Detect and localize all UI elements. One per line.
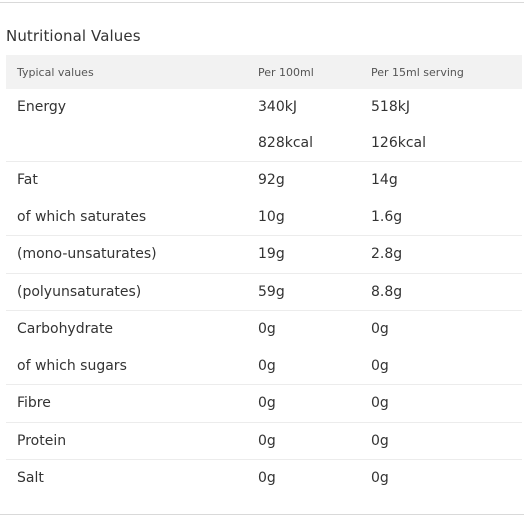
row-per-serving: 14g bbox=[371, 172, 398, 189]
row-label: (mono-unsaturates) bbox=[17, 246, 157, 263]
table-row: Fat 92g 14g bbox=[6, 162, 522, 199]
header-per-serving: Per 15ml serving bbox=[371, 65, 464, 79]
row-label: Carbohydrate bbox=[17, 321, 114, 338]
row-per-serving: 0g bbox=[371, 357, 389, 374]
row-per-100ml: 19g bbox=[258, 246, 285, 263]
row-per-serving: 0g bbox=[371, 395, 389, 412]
table-row: of which saturates 10g 1.6g bbox=[6, 199, 522, 236]
row-per-serving: 518kJ bbox=[371, 99, 410, 115]
table-row: Carbohydrate 0g 0g bbox=[6, 311, 522, 348]
table-row: Protein 0g 0g bbox=[6, 423, 522, 460]
row-per-100ml: 59g bbox=[258, 283, 285, 300]
bottom-divider bbox=[0, 514, 524, 515]
row-per-100ml: 92g bbox=[258, 172, 285, 189]
row-per-100ml: 0g bbox=[258, 470, 276, 487]
row-per-100ml: 0g bbox=[258, 395, 276, 412]
row-per-serving: 0g bbox=[371, 321, 389, 338]
row-per-serving: 126kcal bbox=[371, 135, 426, 151]
table-row: Salt 0g 0g bbox=[6, 460, 522, 497]
top-divider bbox=[0, 2, 524, 3]
nutrition-table: Typical values Per 100ml Per 15ml servin… bbox=[6, 55, 522, 497]
section-title: Nutritional Values bbox=[6, 27, 141, 45]
row-per-100ml: 0g bbox=[258, 321, 276, 338]
row-label: Energy bbox=[17, 99, 67, 115]
table-header: Typical values Per 100ml Per 15ml servin… bbox=[6, 55, 522, 89]
row-per-serving: 1.6g bbox=[371, 208, 403, 225]
row-label: Salt bbox=[17, 470, 44, 487]
header-typical-values: Typical values bbox=[17, 65, 94, 79]
header-per-100ml: Per 100ml bbox=[258, 65, 314, 79]
row-label: (polyunsaturates) bbox=[17, 283, 142, 300]
table-row: Fibre 0g 0g bbox=[6, 385, 522, 423]
row-label: Fat bbox=[17, 172, 38, 189]
row-per-100ml: 0g bbox=[258, 357, 276, 374]
table-row-energy: Energy 340kJ 518kJ 828kcal 126kcal bbox=[6, 89, 522, 162]
row-per-serving: 8.8g bbox=[371, 283, 403, 300]
row-per-100ml: 10g bbox=[258, 208, 285, 225]
row-per-serving: 0g bbox=[371, 470, 389, 487]
row-label: of which saturates bbox=[17, 208, 147, 225]
table-row: of which sugars 0g 0g bbox=[6, 348, 522, 385]
table-row: (mono-unsaturates) 19g 2.8g bbox=[6, 236, 522, 274]
row-per-serving: 2.8g bbox=[371, 246, 403, 263]
row-label: of which sugars bbox=[17, 357, 127, 374]
row-per-100ml: 340kJ bbox=[258, 99, 297, 115]
table-row: (polyunsaturates) 59g 8.8g bbox=[6, 274, 522, 311]
row-per-100ml: 0g bbox=[258, 432, 276, 449]
row-per-100ml: 828kcal bbox=[258, 135, 313, 151]
row-label: Fibre bbox=[17, 395, 51, 412]
row-label: Protein bbox=[17, 432, 67, 449]
row-per-serving: 0g bbox=[371, 432, 389, 449]
